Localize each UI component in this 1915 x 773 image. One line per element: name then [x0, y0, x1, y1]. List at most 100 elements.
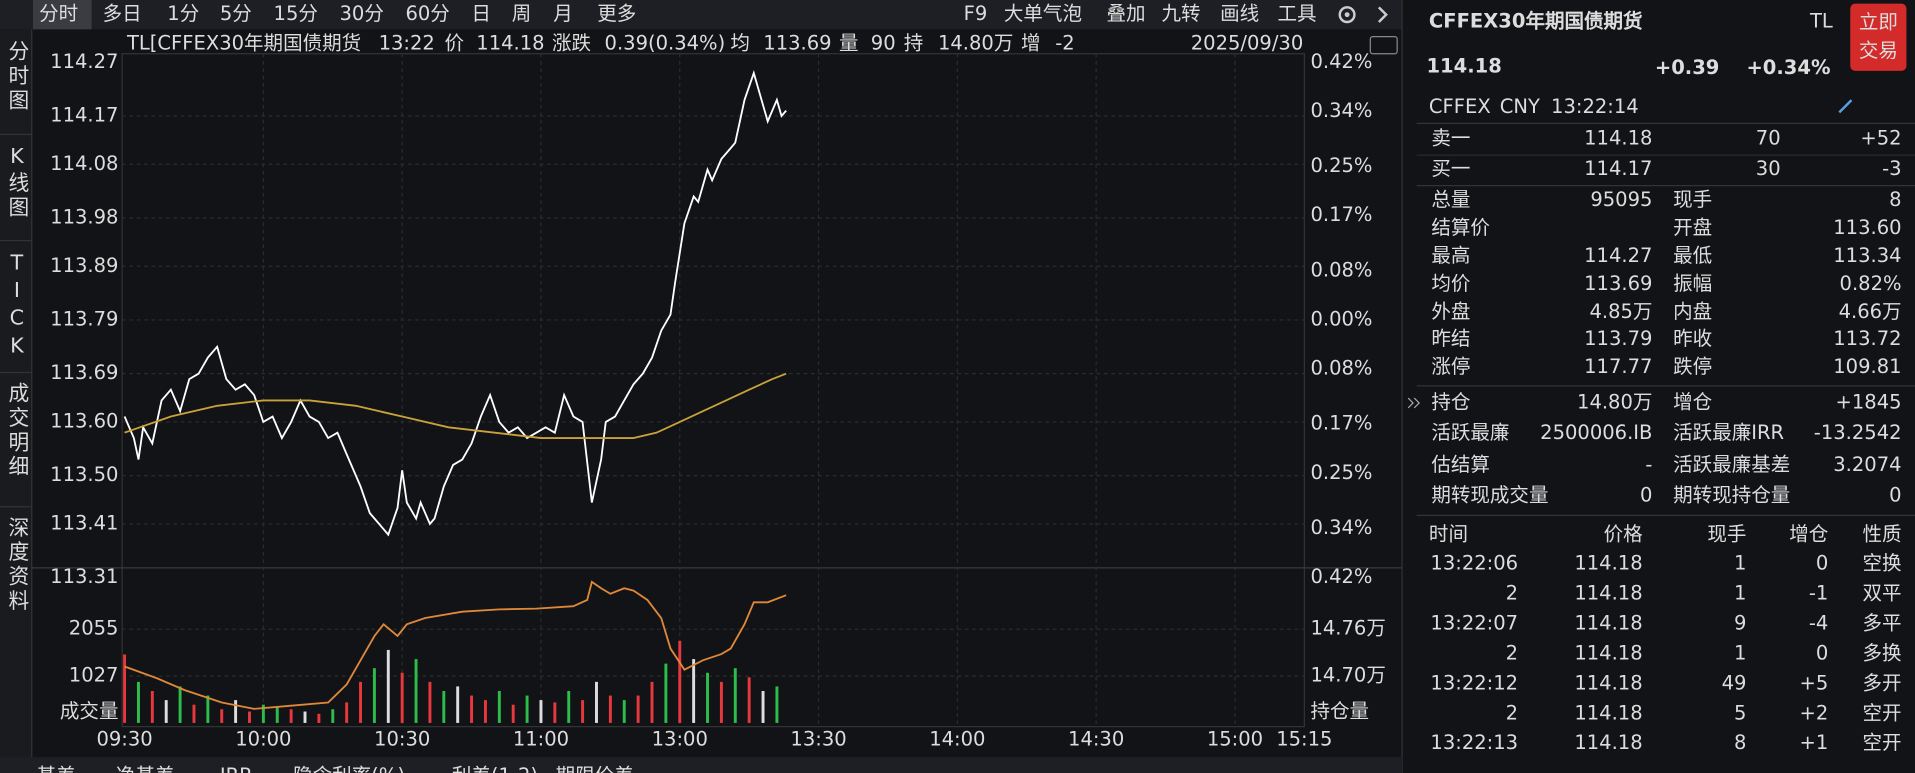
- info-volume: 90: [871, 31, 896, 54]
- stat-value: 14.80万: [1577, 390, 1652, 413]
- volume-bar: [331, 709, 335, 723]
- stat-value: -: [1645, 453, 1652, 476]
- tool-button[interactable]: 画线: [1220, 2, 1259, 25]
- period-tab[interactable]: 60分: [405, 2, 449, 25]
- settings-icon[interactable]: [1338, 6, 1356, 24]
- side-tab[interactable]: 分时图: [5, 40, 29, 113]
- volume-bar: [442, 691, 446, 723]
- book-label: 卖一: [1431, 127, 1470, 150]
- stat-label: 活跃最廉IRR: [1673, 421, 1784, 444]
- currency: CNY: [1500, 95, 1540, 118]
- volume-bar: [303, 711, 307, 723]
- stat-label: 均价: [1431, 272, 1470, 295]
- info-oi-label: 持: [904, 31, 924, 54]
- y-tick-label: 113.41: [50, 511, 118, 534]
- info-oi-change-label: 增: [1021, 31, 1041, 54]
- collapse-icon[interactable]: [1377, 6, 1388, 23]
- stat-label: 总量: [1431, 188, 1470, 211]
- tool-button[interactable]: F9: [964, 2, 988, 25]
- volume-bar: [372, 668, 376, 723]
- volume-bar: [567, 691, 571, 723]
- period-tab[interactable]: 更多: [597, 2, 636, 25]
- book-qty: 30: [1756, 157, 1781, 180]
- volume-bar: [136, 681, 140, 723]
- period-tab[interactable]: 5分: [220, 2, 252, 25]
- stat-value: -13.2542: [1814, 421, 1902, 444]
- price-line: [124, 580, 787, 710]
- period-tab[interactable]: 30分: [340, 2, 384, 25]
- info-oi: 14.80万: [938, 31, 1013, 54]
- info-change: 0.39(0.34%): [605, 31, 726, 54]
- book-change: -3: [1882, 157, 1901, 180]
- book-price: 114.18: [1584, 127, 1652, 150]
- trade-cell: 13:22:12: [1430, 671, 1518, 694]
- bottom-tab[interactable]: 基差: [37, 764, 76, 773]
- volume-bar: [123, 654, 127, 723]
- trade-button-label[interactable]: 立即: [1859, 11, 1898, 34]
- bottom-tab[interactable]: 利差(1-2): [452, 764, 538, 773]
- trade-button-label[interactable]: 交易: [1859, 39, 1898, 62]
- trade-cell: 0: [1816, 641, 1828, 664]
- stat-value: 0: [1640, 483, 1652, 506]
- period-tab[interactable]: 月: [553, 2, 573, 25]
- volume-bar: [719, 681, 723, 723]
- expand-icon[interactable]: [1407, 397, 1421, 409]
- trade-cell: 8: [1734, 731, 1746, 754]
- volume-bar: [470, 695, 474, 723]
- bottom-tab[interactable]: 期限价差: [556, 764, 634, 773]
- stat-label: 昨收: [1673, 327, 1712, 350]
- x-tick-label: 15:00: [1207, 728, 1263, 751]
- price-change-pct: +0.34%: [1746, 56, 1830, 79]
- tool-button[interactable]: 九转: [1161, 2, 1200, 25]
- side-tab[interactable]: K线图: [5, 144, 29, 221]
- volume-bar: [511, 704, 515, 723]
- side-tab[interactable]: TICK: [5, 250, 29, 361]
- tool-button[interactable]: 大单气泡: [1004, 2, 1082, 25]
- period-tab[interactable]: 多日: [103, 2, 142, 25]
- volume-bar: [483, 700, 487, 723]
- side-tab[interactable]: 成交明细: [5, 382, 29, 480]
- stat-label: 最低: [1673, 244, 1712, 267]
- trade-column: 价格: [1604, 522, 1644, 545]
- period-tab[interactable]: 1分: [167, 2, 199, 25]
- volume-bar: [456, 686, 460, 723]
- price-line: [124, 372, 787, 439]
- period-tab[interactable]: 日: [471, 2, 491, 25]
- stat-value: 113.72: [1833, 327, 1901, 350]
- trade-cell: 空开: [1863, 701, 1902, 724]
- stat-value: 8: [1889, 188, 1901, 211]
- trade-cell: 2: [1506, 701, 1518, 724]
- bottom-tab[interactable]: IRR: [220, 764, 253, 773]
- trade-cell: 13:22:07: [1430, 612, 1518, 635]
- side-tab[interactable]: 深度资料: [5, 517, 29, 615]
- trade-cell: 114.18: [1574, 582, 1642, 605]
- info-time: 13:22: [379, 31, 435, 54]
- period-tab[interactable]: 15分: [274, 2, 318, 25]
- stat-value: 113.69: [1584, 272, 1652, 295]
- stat-label: 振幅: [1673, 272, 1712, 295]
- stat-value: 113.60: [1833, 216, 1901, 239]
- stat-value: 117.77: [1584, 355, 1652, 378]
- bottom-tab[interactable]: 隐含利率(%): [293, 764, 405, 773]
- volume-bar: [359, 681, 362, 723]
- stat-label: 活跃最廉基差: [1673, 453, 1790, 476]
- wp-icon: [1369, 36, 1398, 55]
- bottom-tab[interactable]: 净基差: [116, 764, 175, 773]
- trade-button[interactable]: [1850, 3, 1907, 71]
- period-tab[interactable]: 周: [512, 2, 532, 25]
- period-tab[interactable]: 分时: [39, 2, 78, 25]
- volume-bar: [775, 686, 779, 723]
- tool-button[interactable]: 叠加: [1106, 2, 1145, 25]
- trade-cell: +2: [1800, 701, 1829, 724]
- edit-icon[interactable]: [1838, 99, 1853, 114]
- volume-bar: [747, 677, 751, 723]
- trade-cell: +1: [1800, 731, 1829, 754]
- volume-bar: [608, 695, 612, 723]
- y-tick-label: 114.08: [50, 152, 118, 175]
- trade-cell: -1: [1809, 582, 1828, 605]
- last-price: 114.18: [1426, 55, 1501, 78]
- stat-value: 0.82%: [1840, 272, 1902, 295]
- y-tick-label: 114.27: [50, 50, 118, 73]
- tool-button[interactable]: 工具: [1277, 2, 1316, 25]
- stat-value: 4.66万: [1839, 300, 1902, 323]
